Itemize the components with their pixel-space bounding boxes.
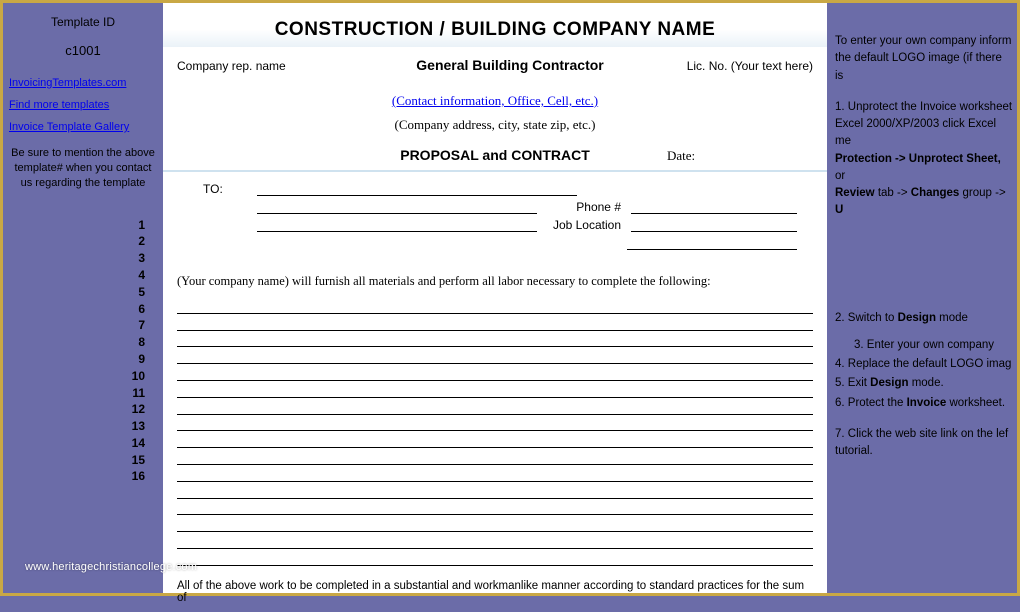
instr-step-5: 5. Exit Design mode.	[835, 375, 1013, 392]
item-line[interactable]	[177, 364, 813, 381]
rep-center: General Building Contractor	[367, 57, 653, 73]
contact-row: (Contact information, Office, Cell, etc.…	[163, 79, 827, 113]
row-number: 10	[9, 368, 157, 385]
row-number: 8	[9, 334, 157, 351]
to-line-1[interactable]	[257, 182, 577, 196]
row-number: 2	[9, 233, 157, 250]
rep-row: Company rep. name General Building Contr…	[163, 47, 827, 79]
item-line[interactable]	[177, 499, 813, 516]
row-number: 6	[9, 301, 157, 318]
link-invoicing-templates[interactable]: InvoicingTemplates.com	[9, 72, 157, 94]
to-label: TO:	[203, 182, 253, 196]
row-number: 1	[9, 217, 157, 234]
item-line[interactable]	[177, 297, 813, 314]
to-block: TO: Phone # Job Location	[163, 172, 827, 254]
proposal-label: PROPOSAL and CONTRACT	[323, 147, 667, 163]
item-line[interactable]	[177, 314, 813, 331]
proposal-row: PROPOSAL and CONTRACT Date:	[163, 143, 827, 172]
doc-title: CONSTRUCTION / BUILDING COMPANY NAME	[163, 3, 827, 47]
footer-note: All of the above work to be completed in…	[163, 566, 827, 612]
item-line[interactable]	[177, 381, 813, 398]
row-numbers: 12345678910111213141516	[9, 199, 157, 486]
instr-step-2: 2. Switch to Design mode	[835, 310, 1013, 327]
to-line-3[interactable]	[257, 218, 537, 232]
item-line[interactable]	[177, 549, 813, 566]
to-line-2[interactable]	[257, 200, 537, 214]
item-line[interactable]	[177, 415, 813, 432]
phone-line[interactable]	[631, 200, 797, 214]
item-line[interactable]	[177, 482, 813, 499]
row-number: 3	[9, 250, 157, 267]
template-id-value: c1001	[9, 33, 157, 72]
job-line[interactable]	[631, 218, 797, 232]
row-number: 16	[9, 468, 157, 485]
right-instructions: To enter your own company inform the def…	[827, 3, 1017, 593]
row-number: 5	[9, 284, 157, 301]
left-sidebar: Template ID c1001 InvoicingTemplates.com…	[3, 3, 163, 593]
row-number: 15	[9, 452, 157, 469]
item-line[interactable]	[177, 331, 813, 348]
row-number: 13	[9, 418, 157, 435]
row-number: 7	[9, 317, 157, 334]
row-number: 12	[9, 401, 157, 418]
item-line[interactable]	[177, 398, 813, 415]
instr-step-4: 4. Replace the default LOGO imag	[835, 356, 1013, 373]
item-line[interactable]	[177, 515, 813, 532]
job-line-2[interactable]	[627, 236, 797, 250]
job-label: Job Location	[537, 218, 627, 232]
instr-step-1: 1. Unprotect the Invoice worksheet Excel…	[835, 99, 1013, 220]
row-number: 4	[9, 267, 157, 284]
item-line[interactable]	[177, 448, 813, 465]
row-number: 14	[9, 435, 157, 452]
item-line[interactable]	[177, 465, 813, 482]
item-lines	[163, 297, 827, 566]
instr-intro: To enter your own company inform the def…	[835, 33, 1013, 85]
row-number: 9	[9, 351, 157, 368]
instr-step-7: 7. Click the web site link on the lef tu…	[835, 426, 1013, 461]
template-id-label: Template ID	[9, 11, 157, 33]
furnish-text: (Your company name) will furnish all mat…	[163, 254, 827, 297]
instr-step-3: 3. Enter your own company	[835, 337, 1013, 354]
item-line[interactable]	[177, 431, 813, 448]
sidebar-note: Be sure to mention the above template# w…	[9, 138, 157, 199]
address-line: (Company address, city, state zip, etc.)	[163, 113, 827, 143]
link-gallery[interactable]: Invoice Template Gallery	[9, 116, 157, 138]
contact-link[interactable]: (Contact information, Office, Cell, etc.…	[392, 93, 598, 108]
rep-label: Company rep. name	[177, 59, 367, 73]
rep-right: Lic. No. (Your text here)	[653, 59, 813, 73]
item-line[interactable]	[177, 347, 813, 364]
watermark: www.heritagechristiancollege.com	[25, 561, 197, 573]
link-find-more[interactable]: Find more templates	[9, 94, 157, 116]
row-number: 11	[9, 385, 157, 402]
document-area: CONSTRUCTION / BUILDING COMPANY NAME Com…	[163, 3, 827, 593]
date-label: Date:	[667, 148, 787, 164]
item-line[interactable]	[177, 532, 813, 549]
phone-label: Phone #	[537, 200, 627, 214]
instr-step-6: 6. Protect the Invoice worksheet.	[835, 395, 1013, 412]
